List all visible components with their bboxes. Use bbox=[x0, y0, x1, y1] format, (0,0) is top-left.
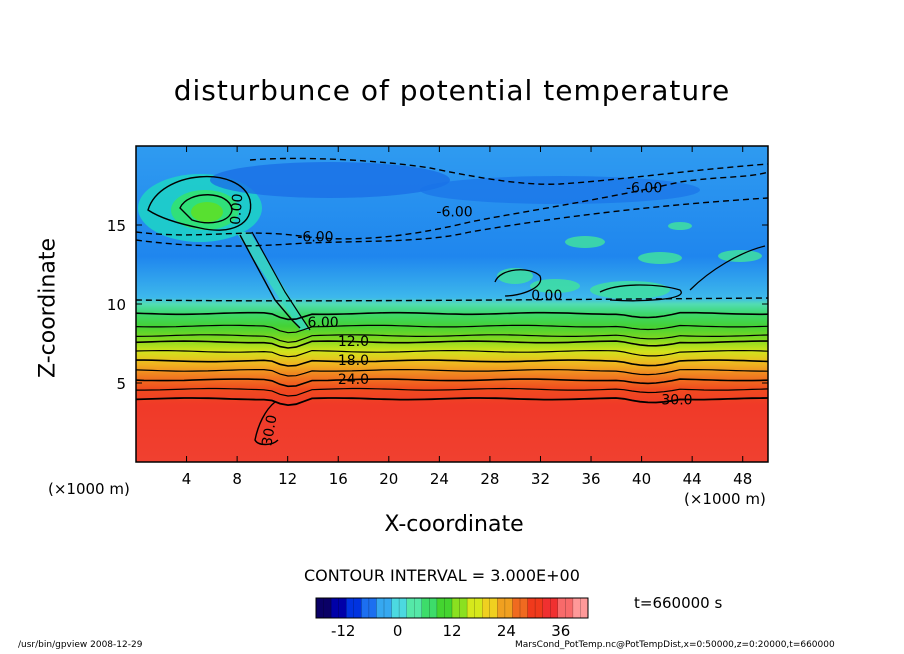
contour-label-1: -6.00 bbox=[436, 204, 472, 220]
colorbar-swatch-1 bbox=[331, 598, 347, 618]
y-axis-label: Z-coordinate bbox=[35, 238, 61, 378]
y-tick-label-5: 5 bbox=[116, 375, 126, 393]
negative-contour-2 bbox=[249, 157, 768, 185]
colorbar: -12 0 12 24 36 bbox=[315, 597, 589, 640]
contour-line-6 bbox=[136, 369, 768, 377]
contour-line-5 bbox=[136, 359, 768, 367]
contour-label-2: -6.00 bbox=[297, 230, 333, 246]
contour-label-7: 18.0 bbox=[338, 353, 369, 369]
cold-band bbox=[210, 162, 450, 198]
contour-label-4: 0.00 bbox=[228, 193, 247, 225]
front-contour-b bbox=[251, 231, 311, 331]
colorbar-swatch-2 bbox=[346, 598, 362, 618]
warm-patch-1 bbox=[565, 236, 605, 248]
colorbar-swatch-3 bbox=[361, 598, 377, 618]
colorbar-swatch-4 bbox=[376, 598, 393, 618]
contour-label-8: 24.0 bbox=[338, 372, 369, 388]
contour-label-5: 6.00 bbox=[307, 315, 338, 331]
x-tick-label-24: 24 bbox=[430, 470, 449, 488]
x-tick-label-36: 36 bbox=[581, 470, 600, 488]
colorbar-swatch-17 bbox=[572, 598, 589, 618]
x-unit-right: (×1000 m) bbox=[684, 490, 766, 508]
x-tick-label-28: 28 bbox=[480, 470, 499, 488]
contour-line-0 bbox=[136, 311, 768, 321]
vortex-contour-inner bbox=[179, 194, 233, 224]
x-tick-label-40: 40 bbox=[632, 470, 651, 488]
colorbar-swatch-0 bbox=[316, 598, 332, 618]
colorbar-swatch-5 bbox=[391, 598, 408, 618]
colorbar-tick--12: -12 bbox=[331, 622, 356, 640]
contour-interval-label: CONTOUR INTERVAL = 3.000E+00 bbox=[304, 566, 580, 585]
colorbar-swatch-13 bbox=[512, 598, 529, 618]
contour-line-1 bbox=[136, 324, 768, 334]
contour-line-7 bbox=[136, 378, 768, 388]
footer-program-date: /usr/bin/gpview 2008-12-29 bbox=[18, 640, 143, 650]
time-label: t=660000 s bbox=[634, 594, 723, 612]
colorbar-swatch-11 bbox=[482, 598, 498, 618]
cold-band-right bbox=[420, 176, 700, 204]
contour-line-2 bbox=[136, 334, 768, 343]
warm-patch-5 bbox=[530, 279, 580, 293]
plot-area bbox=[136, 146, 768, 462]
patch-contour-b bbox=[599, 284, 682, 302]
colorbar-tick-12: 12 bbox=[442, 622, 461, 640]
negative-contour-1 bbox=[136, 197, 768, 247]
warm-contour-30 bbox=[254, 401, 279, 446]
contour-label-6: 12.0 bbox=[338, 334, 369, 350]
y-tick-label-10: 10 bbox=[107, 296, 126, 314]
colorbar-tick-24: 24 bbox=[497, 622, 516, 640]
contour-line-3 bbox=[136, 340, 768, 349]
contour-line-9 bbox=[136, 397, 768, 407]
warm-patch-3 bbox=[638, 252, 682, 264]
vortex-contour-outer bbox=[147, 175, 252, 231]
x-tick-label-8: 8 bbox=[232, 470, 242, 488]
negative-contour-0 bbox=[136, 171, 768, 240]
x-tick-label-20: 20 bbox=[379, 470, 398, 488]
contour-line-8 bbox=[136, 387, 768, 397]
x-tick-label-44: 44 bbox=[683, 470, 702, 488]
colorbar-frame bbox=[315, 597, 589, 619]
front-contour-a bbox=[239, 234, 301, 329]
x-tick-label-32: 32 bbox=[531, 470, 550, 488]
tilted-front bbox=[236, 232, 310, 330]
warm-patch-6 bbox=[668, 222, 692, 230]
cold-vortex-core bbox=[191, 202, 223, 222]
contour-label-3: 0.00 bbox=[531, 288, 562, 304]
patch-contour-a bbox=[494, 269, 542, 297]
x-tick-label-48: 48 bbox=[733, 470, 752, 488]
footer-data-source: MarsCond_PotTemp.nc@PotTempDist,x=0:5000… bbox=[515, 640, 835, 650]
patch-contour-c bbox=[689, 245, 766, 291]
x-tick-label-12: 12 bbox=[278, 470, 297, 488]
warm-patch-2 bbox=[590, 281, 670, 299]
colorbar-swatch-15 bbox=[542, 598, 559, 618]
colorbar-swatch-14 bbox=[527, 598, 544, 618]
chart-title: disturbunce of potential temperature bbox=[173, 74, 731, 107]
warm-patch-4 bbox=[718, 250, 762, 262]
contour-line-4 bbox=[136, 349, 768, 358]
contour-label-9: 30.0 bbox=[661, 392, 692, 408]
colorbar-tick-0: 0 bbox=[393, 622, 403, 640]
colorbar-swatch-7 bbox=[421, 598, 438, 618]
colorbar-swatch-9 bbox=[452, 598, 468, 618]
x-tick-label-16: 16 bbox=[329, 470, 348, 488]
negative-contour-3 bbox=[136, 297, 768, 302]
colorbar-swatch-10 bbox=[467, 598, 483, 618]
contour-label-0: -6.00 bbox=[626, 181, 662, 197]
colorbar-tick-36: 36 bbox=[551, 622, 570, 640]
contour-label-10: 30.0 bbox=[259, 414, 280, 447]
colorbar-swatch-16 bbox=[557, 598, 574, 618]
x-unit-left: (×1000 m) bbox=[48, 480, 130, 498]
colorbar-swatch-8 bbox=[436, 598, 453, 618]
y-tick-label-15: 15 bbox=[107, 217, 126, 235]
colorbar-swatch-12 bbox=[497, 598, 513, 618]
x-tick-label-4: 4 bbox=[182, 470, 192, 488]
colorbar-swatch-6 bbox=[406, 598, 423, 618]
x-axis-label: X-coordinate bbox=[384, 512, 524, 537]
